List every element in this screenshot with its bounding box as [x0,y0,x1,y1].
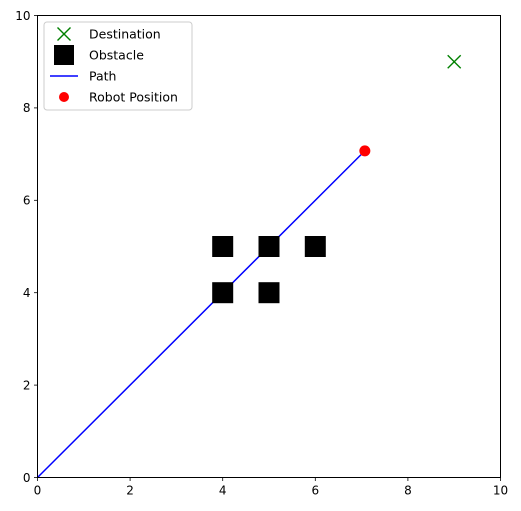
y-tick-label: 4 [23,286,31,300]
obstacle-marker [212,282,234,304]
x-tick-label: 10 [493,484,508,498]
legend-obstacle-label: Obstacle [89,48,144,63]
plot-frame [37,15,501,478]
x-tick-label: 0 [34,484,42,498]
y-tick-label: 10 [15,9,30,23]
x-tick-label: 2 [126,484,134,498]
legend-robot-position-swatch [59,92,69,102]
obstacle-marker [258,236,280,257]
y-axis-ticks: 0 2 4 6 8 10 [15,9,38,485]
legend-robot-position-label: Robot Position [89,90,178,105]
x-axis-ticks: 0 2 4 6 8 10 [34,477,508,498]
marker-layer [212,54,462,304]
x-tick-label: 8 [404,484,412,498]
y-tick-label: 2 [23,378,31,392]
legend-path-label: Path [89,69,116,84]
obstacle-marker [304,236,326,257]
robot-position-marker [359,145,371,157]
destination-marker-stroke-b [447,54,462,69]
legend-destination-label: Destination [89,27,161,42]
y-tick-label: 8 [23,101,31,115]
path-layer [36,150,366,479]
y-tick-label: 6 [23,194,31,208]
legend-destination-swatch [57,27,71,41]
destination-marker [447,54,462,69]
legend-obstacle-swatch [54,45,74,65]
obstacle-marker [212,236,234,257]
y-tick-label: 0 [23,471,31,485]
legend: Destination Obstacle Path Robot Position [43,21,193,111]
legend-destination-swatch-stroke-b [57,27,71,41]
x-tick-label: 4 [219,484,227,498]
path-line [36,150,366,479]
legend-frame [43,21,193,111]
x-tick-label: 6 [311,484,319,498]
obstacle-marker [258,282,280,304]
